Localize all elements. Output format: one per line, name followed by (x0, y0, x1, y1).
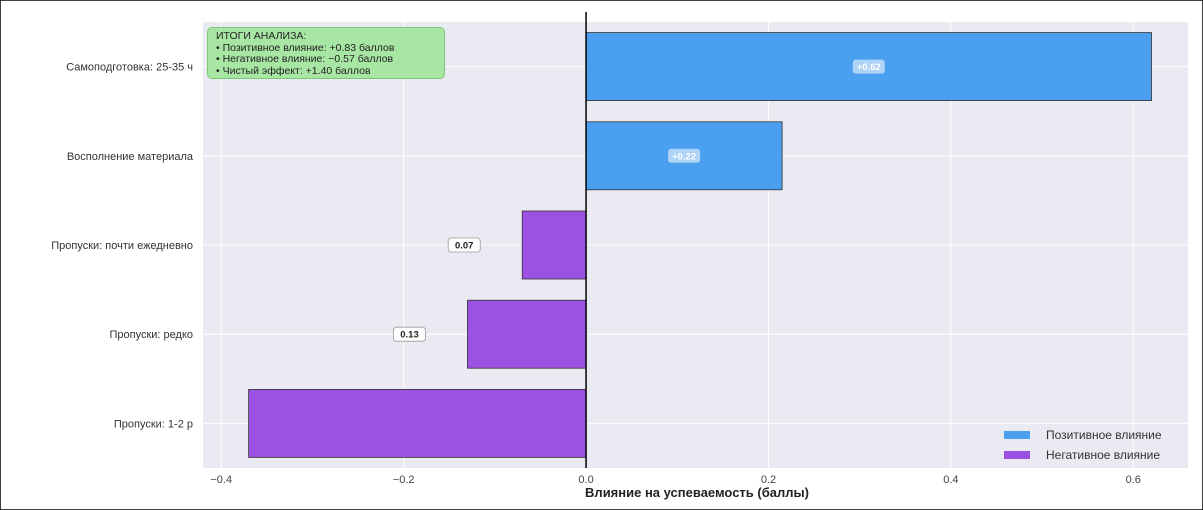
bar-2 (521, 210, 587, 280)
data-label-box-1 (668, 148, 701, 163)
y-tick-label-2: Пропуски: почти ежедневно (51, 240, 193, 252)
x-axis-label: Влияние на успеваемость (баллы) (585, 485, 809, 500)
data-label-box-3 (393, 326, 426, 342)
y-tick-label-1: Восполнение материала (67, 151, 194, 163)
legend-label-positive: Позитивное влияние (1046, 428, 1162, 442)
data-label-3: 0.13 (400, 330, 419, 341)
legend-item-negative: Негативное влияние (996, 445, 1176, 465)
data-labels: +0.62 +0.22 0.07 0.13 (393, 59, 885, 342)
data-label-box-0 (852, 59, 885, 74)
x-tick-label-2: 0.0 (578, 474, 593, 486)
legend-label-negative: Негативное влияние (1046, 448, 1161, 462)
summary-line-net: • Чистый эффект: +1.40 баллов (216, 64, 371, 77)
legend-item-positive: Позитивное влияние (996, 425, 1176, 445)
x-tick-label-1: −0.2 (393, 474, 415, 486)
data-label-box-2 (447, 237, 481, 253)
legend-swatch-positive (1004, 431, 1030, 439)
y-tick-label-0: Самоподготовка: 25-35 ч (66, 62, 193, 74)
summary-box: ИТОГИ АНАЛИЗА: • Позитивное влияние: +0.… (207, 27, 445, 79)
x-tick-labels: −0.4 −0.2 0.0 0.2 0.4 0.6 (210, 474, 1141, 486)
legend: Позитивное влияние Негативное влияние (996, 425, 1176, 465)
summary-line-negative: • Негативное влияние: −0.57 баллов (216, 53, 394, 65)
y-tick-label-4: Пропуски: 1-2 р (114, 418, 193, 430)
summary-line-positive: • Позитивное влияние: +0.83 баллов (216, 41, 395, 54)
legend-swatch-negative (1004, 451, 1030, 459)
x-tick-label-4: 0.4 (943, 474, 958, 486)
y-tick-label-3: Пропуски: редко (109, 329, 193, 341)
data-label-2: 0.07 (455, 241, 474, 252)
data-label-1: +0.22 (672, 151, 696, 162)
data-label-0: +0.62 (857, 62, 881, 73)
bar-3 (467, 299, 587, 369)
y-tick-labels: Самоподготовка: 25-35 ч Восполнение матер… (51, 62, 194, 431)
x-tick-label-5: 0.6 (1126, 474, 1141, 486)
x-tick-label-3: 0.2 (761, 474, 776, 486)
bar-4 (248, 388, 587, 458)
x-tick-label-0: −0.4 (210, 474, 232, 486)
summary-title: ИТОГИ АНАЛИЗА: (216, 30, 307, 42)
